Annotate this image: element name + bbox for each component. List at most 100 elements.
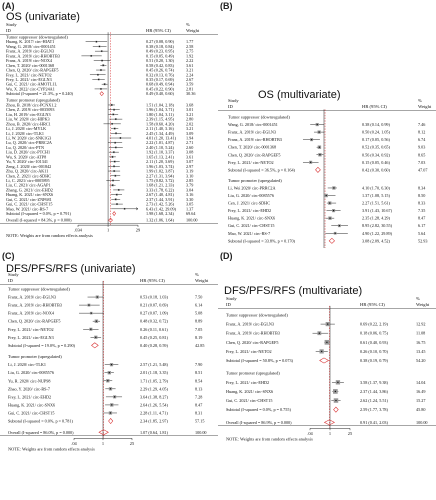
hr-ci-text: 1.96 (1.04, 3.71)	[146, 107, 175, 113]
study-label: Liu, W. 2020/ circ-HIPK3	[6, 117, 50, 123]
panel-title: OS (multivariate)	[258, 89, 341, 101]
weight-text: 3.68	[186, 102, 193, 107]
point-estimate	[116, 203, 118, 205]
point-estimate	[111, 104, 113, 106]
point-estimate	[100, 88, 102, 90]
study-label: Gui, C. 2021/ circ-AMOTL1L	[6, 82, 57, 88]
point-estimate	[318, 332, 321, 334]
weight-text: 1.94	[186, 136, 194, 141]
weight-text: 3.61	[186, 154, 193, 159]
point-estimate	[115, 132, 117, 134]
point-estimate	[309, 161, 312, 163]
weight-text: 8.12	[418, 130, 425, 135]
point-estimate	[113, 170, 115, 172]
hr-ci-text: 3.58 (1.37, 9.38)	[360, 380, 389, 386]
weight-text: 8.33	[418, 201, 425, 206]
point-estimate	[90, 55, 92, 57]
study-label: Wang, G. 2018/ circ-0001451	[228, 122, 278, 128]
study-label: Chen, T. 2020/ circ-0001368	[6, 63, 54, 69]
point-estimate	[118, 189, 120, 191]
overall-diamond	[323, 419, 335, 426]
study-label: Frey, L. 2021/ circ-EHD2	[228, 208, 271, 214]
point-estimate	[329, 217, 331, 219]
point-estimate	[111, 184, 114, 186]
weight-text: 3.79	[186, 183, 193, 188]
hr-ci-text: 0.15 (0.05, 0.46)	[362, 160, 391, 166]
header-study: Study	[226, 296, 237, 301]
weight-text: 2.67	[186, 77, 193, 82]
hr-ci-text: 1.07 (0.64, 1.81)	[140, 430, 169, 436]
study-label: Liu, H. 2019/ circ-EGLN3	[6, 112, 51, 118]
study-label: Li, W. 2020/ circ-SNK1G3	[6, 136, 51, 142]
subgroup-heading: Tumor promoter (upregulated)	[226, 371, 280, 376]
weight-text: 3.16	[186, 192, 193, 197]
hr-ci-text: 2.57 (1.21, 5.48)	[140, 362, 169, 368]
weight-text: 15.27	[416, 398, 425, 403]
study-label: Huang, K. 2017/ circ-HIAT1	[6, 39, 54, 45]
weight-text: 5.64	[418, 231, 426, 236]
study-label: Franz, A. 2019/ circ-EGLN3	[228, 130, 276, 136]
header-weight: Weight	[416, 302, 430, 307]
x-tick-label: 25	[130, 441, 135, 446]
hr-ci-text: 2.59 (1.77, 3.78)	[360, 407, 389, 413]
hr-ci-text: 0.17 (0.05, 0.56)	[362, 137, 391, 143]
hr-ci-text: 0.27 (0.08, 0.90)	[146, 39, 175, 45]
study-label: Frey, L. 2021/ circ-NETO2	[8, 327, 54, 333]
subtotal-label: Subtotal (I-squared = 50.8%, p = 0.073)	[226, 358, 294, 364]
x-tick-label: 29	[136, 228, 141, 233]
forest-panel-d: (D) DFS/PFS/RFS (multivariate) Study ID HR (…	[218, 250, 436, 500]
weight-text: 2.60	[186, 145, 193, 150]
hr-ci-text: 2.27 (1.31, 3.94)	[146, 173, 175, 179]
weight-text: 2.22	[186, 58, 193, 63]
hr-ci-text: 1.58 (0.60, 4.20)	[146, 121, 175, 127]
header-weight-pct: %	[186, 22, 190, 27]
subtotal-diamond	[328, 237, 335, 244]
point-estimate	[113, 165, 115, 168]
hr-ci-text: 0.27 (0.07, 1.09)	[140, 311, 169, 317]
hr-ci-text: 1.32 (1.06, 1.64)	[146, 218, 175, 224]
weight-text: 3.01	[186, 107, 193, 112]
weight-text: 42.85	[195, 343, 204, 348]
weight-text: 54.20	[416, 358, 425, 363]
subtotal-label: Subtotal (I-squared = 21.3%, p = 0.240)	[6, 91, 74, 97]
weight-text: 8.47	[418, 216, 425, 221]
point-estimate	[326, 341, 328, 343]
study-label: Franz, A. 2019/ circ-RHOBTB3	[8, 303, 62, 309]
weight-text: 2.24	[186, 72, 194, 77]
subtotal-label: Subtotal (I-squared = 0.0%, p = 0.791)	[6, 211, 71, 217]
hr-ci-text: 1.99 (1.02, 3.87)	[146, 169, 175, 175]
weight-text: 69.64	[186, 211, 196, 216]
point-estimate	[113, 151, 115, 153]
hr-ci-text: 1.37 (1.08, 5.15)	[362, 193, 391, 199]
weight-text: 3.09	[186, 131, 193, 136]
study-label: Zhou, B. 2020/ circ-HRC1	[6, 121, 51, 127]
hr-ci-text: 2.29 (1.29, 4.05)	[140, 386, 169, 392]
hr-ci-text: 0.18 (0.06, 0.75)	[360, 331, 389, 337]
weight-text: 3.21	[186, 112, 193, 117]
point-estimate	[325, 194, 327, 197]
weight-text: 57.15	[195, 419, 204, 424]
study-label: Chen, Q. 2020/ circ-RAPGEF5	[228, 152, 280, 158]
header-hr: HR (95% CI)	[360, 302, 385, 307]
point-estimate	[316, 123, 318, 126]
point-estimate	[338, 225, 341, 227]
weight-text: 7.90	[195, 362, 202, 367]
hr-ci-text: 0.56 (0.34, 0.92)	[362, 152, 391, 158]
point-estimate	[115, 198, 117, 201]
panel-label: (D)	[220, 251, 233, 261]
study-label: Zhou, B. 2018/ circ-PCNX1.2	[6, 102, 56, 108]
point-estimate	[333, 187, 335, 189]
header-study: Study	[6, 22, 17, 27]
point-estimate	[98, 45, 101, 48]
hr-ci-text: 2.67 (1.40, 4.81)	[146, 192, 175, 198]
hr-ci-text: 1.68 (1.21, 2.33)	[146, 183, 175, 189]
study-label: Huang, K. 2021/ circ-SNX6	[226, 389, 273, 395]
subtotal-label: Subtotal (I-squared = 19.0%, p = 0.290)	[8, 343, 76, 349]
point-estimate	[115, 118, 117, 120]
study-label: Frey, L. 2021/ circ-NETO2	[226, 349, 272, 355]
hr-ci-text: 2.28 (1.11, 4.71)	[140, 410, 168, 416]
hr-ci-text: 2.64 (1.26, 5.54)	[140, 402, 169, 408]
point-estimate	[112, 179, 114, 182]
hr-ci-text: 0.49 (0.40, 0.60)	[146, 91, 175, 97]
study-label: Lu, Q. 2020/ circ-PRRC2A	[6, 140, 52, 146]
